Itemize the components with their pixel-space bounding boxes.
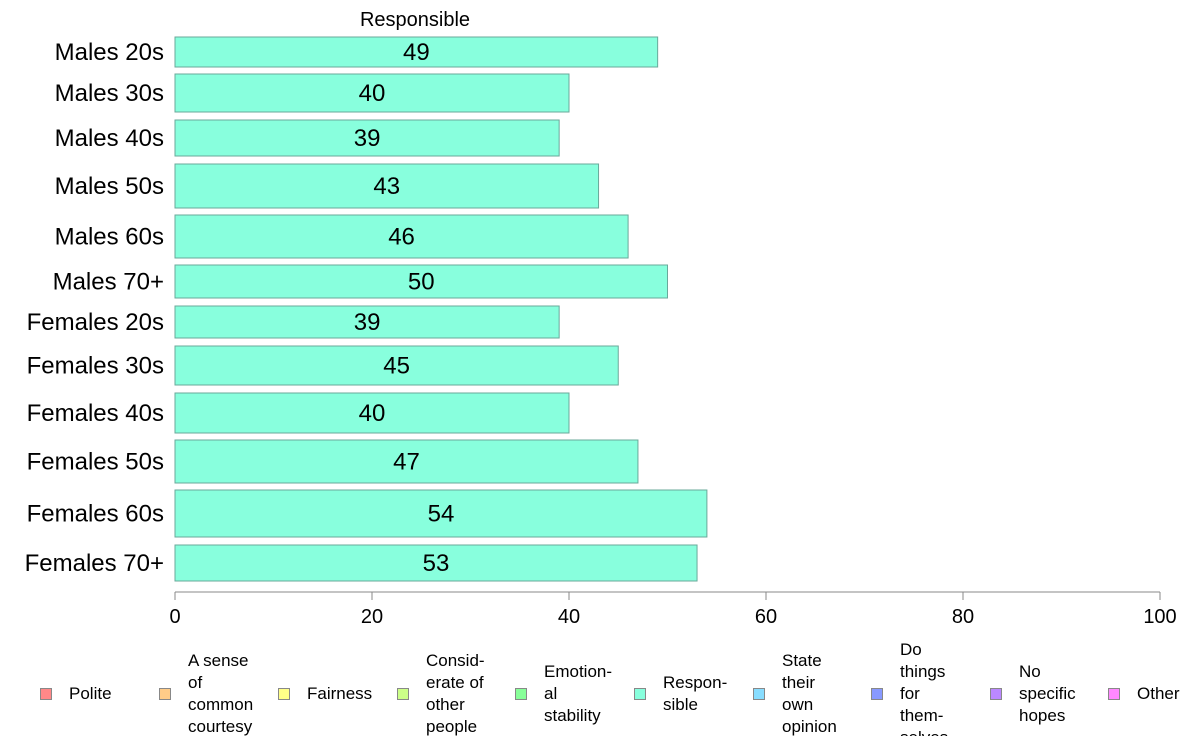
x-tick-label: 60: [755, 606, 777, 628]
legend-label: Consid- erate of other people: [426, 651, 485, 736]
bar: [174, 163, 600, 209]
legend-label: Polite: [69, 684, 112, 703]
data-label: 47: [393, 449, 420, 476]
category-label: Males 40s: [55, 125, 164, 152]
data-label: 43: [373, 173, 400, 200]
legend-label: Fairness: [307, 684, 373, 703]
category-label: Females 40s: [27, 400, 164, 427]
legend: Polite A sense of common courtesy Fairness…: [0, 640, 1188, 736]
bar: [174, 544, 698, 582]
legend-swatch: [990, 688, 1002, 700]
data-label: 45: [383, 353, 410, 380]
data-label: 40: [359, 400, 386, 427]
x-axis: 0 20 40 60 80 100: [169, 591, 1177, 628]
legend-label: Do things for them- selves: [900, 640, 948, 736]
legend-label: Respon- sible: [663, 673, 728, 714]
data-label: 49: [403, 39, 430, 66]
data-label: 53: [423, 550, 450, 577]
legend-swatch: [515, 688, 527, 700]
category-label: Females 50s: [27, 449, 164, 476]
legend-swatch: [278, 688, 290, 700]
bar: [174, 439, 639, 484]
data-label: 39: [354, 309, 381, 336]
bar: [174, 305, 560, 339]
category-label: Males 60s: [55, 224, 164, 251]
x-tick-label: 100: [1143, 606, 1176, 628]
bar: [174, 119, 560, 157]
legend-label: Emotion- al stability: [544, 662, 613, 725]
legend-swatch: [634, 688, 646, 700]
bar: [174, 489, 708, 538]
bar: [174, 214, 629, 259]
data-label: 50: [408, 269, 435, 296]
legend-label: No specific hopes: [1019, 662, 1076, 725]
bar: [174, 73, 570, 113]
data-label: 46: [388, 224, 415, 251]
x-tick-label: 0: [169, 606, 180, 628]
bar-chart: Responsible Males 20s 49 Males 30s 40 Males …: [25, 9, 1177, 628]
legend-swatch: [397, 688, 409, 700]
data-label: 54: [428, 501, 455, 528]
x-tick-label: 40: [558, 606, 580, 628]
x-tick-label: 80: [952, 606, 974, 628]
bar: [174, 392, 570, 434]
category-label: Females 30s: [27, 353, 164, 380]
bar: [174, 36, 659, 68]
legend-label: A sense of common courtesy: [188, 651, 254, 736]
legend-swatch: [871, 688, 883, 700]
category-label: Males 70+: [53, 269, 164, 296]
chart-title: Responsible: [360, 9, 470, 31]
legend-label: Other: [1137, 684, 1180, 703]
category-label: Females 20s: [27, 309, 164, 336]
legend-label: State their own opinion: [782, 651, 837, 736]
data-label: 39: [354, 125, 381, 152]
category-label: Males 50s: [55, 173, 164, 200]
category-label: Females 70+: [25, 550, 164, 577]
category-label: Females 60s: [27, 501, 164, 528]
legend-swatch: [1108, 688, 1120, 700]
category-label: Males 30s: [55, 80, 164, 107]
category-label: Males 20s: [55, 39, 164, 66]
legend-swatch: [753, 688, 765, 700]
legend-swatch: [159, 688, 171, 700]
bar: [174, 264, 668, 299]
bar: [174, 345, 619, 386]
legend-swatch: [40, 688, 52, 700]
x-tick-label: 20: [361, 606, 383, 628]
data-label: 40: [359, 80, 386, 107]
